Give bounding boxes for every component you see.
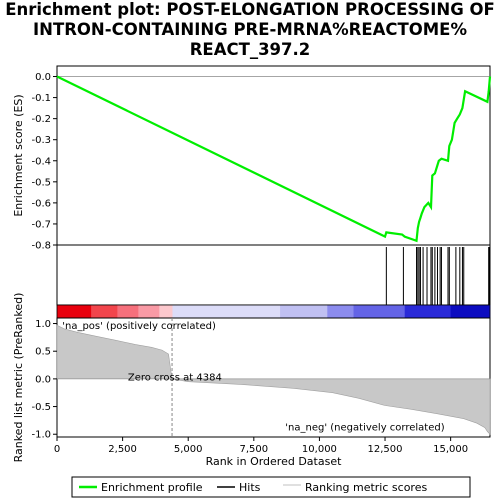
- metric-tick-label: -0.5: [31, 402, 51, 413]
- heat-band: [450, 305, 491, 318]
- title-line-1: Enrichment plot: POST-ELONGATION PROCESS…: [5, 0, 495, 19]
- es-tick-label: -0.7: [31, 219, 51, 230]
- x-axis-label: Rank in Ordered Dataset: [206, 455, 343, 468]
- heat-panel: [56, 304, 491, 319]
- neg-label: 'na_neg' (negatively correlated): [285, 422, 444, 433]
- x-tick-label: 7,500: [239, 444, 268, 455]
- es-tick-label: 0.0: [35, 72, 51, 83]
- es-y-axis-label: Enrichment score (ES): [12, 94, 25, 216]
- title-line-2: INTRON-CONTAINING PRE-MRNA%REACTOME%: [33, 20, 467, 39]
- es-tick-label: -0.6: [31, 198, 51, 209]
- legend-label-hits: Hits: [239, 481, 261, 494]
- legend-label-profile: Enrichment profile: [101, 481, 203, 494]
- heat-band: [159, 305, 173, 318]
- heat-band: [353, 305, 406, 318]
- metric-tick-label: 0.0: [35, 374, 51, 385]
- es-tick-label: -0.4: [31, 156, 51, 167]
- es-tick-label: -0.2: [31, 114, 51, 125]
- metric-y-axis-label: Ranked list metric (PreRanked): [12, 293, 25, 463]
- enrichment-profile-line: [56, 75, 492, 243]
- title-line-3: REACT_397.2: [189, 40, 311, 59]
- legend-label-metric: Ranking metric scores: [305, 481, 427, 494]
- heat-band: [280, 305, 328, 318]
- legend: Enrichment profile Hits Ranking metric sco…: [71, 476, 471, 498]
- x-tick-label: 15,000: [433, 444, 468, 455]
- metric-tick-label: 0.5: [35, 347, 51, 358]
- x-tick-label: 0: [54, 444, 60, 455]
- hits-panel: [56, 244, 491, 306]
- axes-text: 0 2,500 5,000 7,500 10,000 12,500 15,000 Rank i…: [12, 94, 468, 468]
- metric-tick-label: -1.0: [31, 430, 51, 441]
- heat-band: [91, 305, 118, 318]
- heat-band: [172, 305, 281, 318]
- es-tick-label: -0.5: [31, 177, 51, 188]
- x-tick-label: 5,000: [174, 444, 203, 455]
- chart-title: Enrichment plot: POST-ELONGATION PROCESS…: [0, 0, 500, 60]
- es-tick-label: -0.3: [31, 135, 51, 146]
- heat-band: [57, 305, 92, 318]
- heat-band: [138, 305, 160, 318]
- ranking-metric-area: [56, 324, 491, 435]
- legend-box: [71, 476, 471, 498]
- es-panel: 0.0 -0.1 -0.2 -0.3 -0.4 -0.5 -0.6 -0.7 -0.8: [31, 65, 492, 252]
- es-frame: [56, 65, 491, 246]
- hits-frame: [56, 244, 491, 306]
- zero-cross-label: Zero cross at 4384: [128, 373, 222, 384]
- heat-band: [327, 305, 355, 318]
- metric-panel: 1.0 0.5 0.0 -0.5 -1.0 'na_pos' (positively co…: [31, 317, 491, 441]
- pos-label: 'na_pos' (positively correlated): [62, 321, 216, 332]
- metric-tick-label: 1.0: [35, 319, 51, 330]
- es-tick-label: -0.1: [31, 93, 51, 104]
- x-tick-label: 10,000: [302, 444, 337, 455]
- x-tick-label: 12,500: [368, 444, 403, 455]
- x-tick-label: 2,500: [108, 444, 137, 455]
- es-tick-label: -0.8: [31, 241, 51, 252]
- heat-band: [117, 305, 139, 318]
- heat-band: [404, 305, 452, 318]
